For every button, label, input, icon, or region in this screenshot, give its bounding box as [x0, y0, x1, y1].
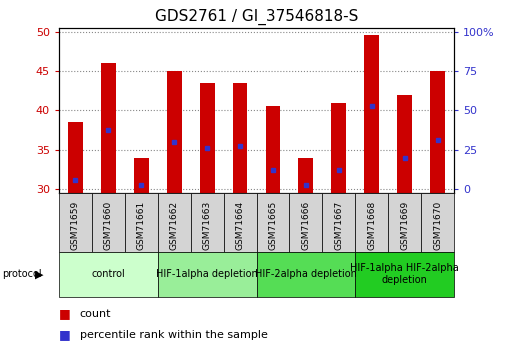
Text: control: control [91, 269, 125, 279]
Bar [167, 71, 182, 193]
Bar [430, 71, 445, 193]
Bar [299, 158, 313, 193]
Text: GSM71660: GSM71660 [104, 201, 113, 250]
Text: GSM71664: GSM71664 [235, 201, 245, 250]
Bar [232, 83, 247, 193]
Text: HIF-2alpha depletion: HIF-2alpha depletion [255, 269, 357, 279]
Bar [101, 63, 116, 193]
Text: ■: ■ [59, 307, 71, 321]
Text: GSM71667: GSM71667 [334, 201, 343, 250]
Text: GSM71663: GSM71663 [203, 201, 212, 250]
Bar [397, 95, 412, 193]
Text: ■: ■ [59, 328, 71, 341]
Text: count: count [80, 309, 111, 319]
Text: GSM71670: GSM71670 [433, 201, 442, 250]
Text: HIF-1alpha depletion: HIF-1alpha depletion [156, 269, 258, 279]
Bar [331, 102, 346, 193]
Text: percentile rank within the sample: percentile rank within the sample [80, 330, 267, 339]
Text: ▶: ▶ [35, 269, 44, 279]
Text: HIF-1alpha HIF-2alpha
depletion: HIF-1alpha HIF-2alpha depletion [350, 264, 459, 285]
Text: GSM71662: GSM71662 [170, 201, 179, 250]
Text: GSM71659: GSM71659 [71, 201, 80, 250]
Text: GSM71669: GSM71669 [400, 201, 409, 250]
Text: GSM71661: GSM71661 [137, 201, 146, 250]
Bar [134, 158, 149, 193]
Bar [266, 107, 281, 193]
Bar [68, 122, 83, 193]
Text: GSM71666: GSM71666 [301, 201, 310, 250]
Bar [364, 36, 379, 193]
Title: GDS2761 / GI_37546818-S: GDS2761 / GI_37546818-S [155, 9, 358, 25]
Text: protocol: protocol [3, 269, 42, 279]
Text: GSM71668: GSM71668 [367, 201, 376, 250]
Bar [200, 83, 214, 193]
Text: GSM71665: GSM71665 [268, 201, 278, 250]
